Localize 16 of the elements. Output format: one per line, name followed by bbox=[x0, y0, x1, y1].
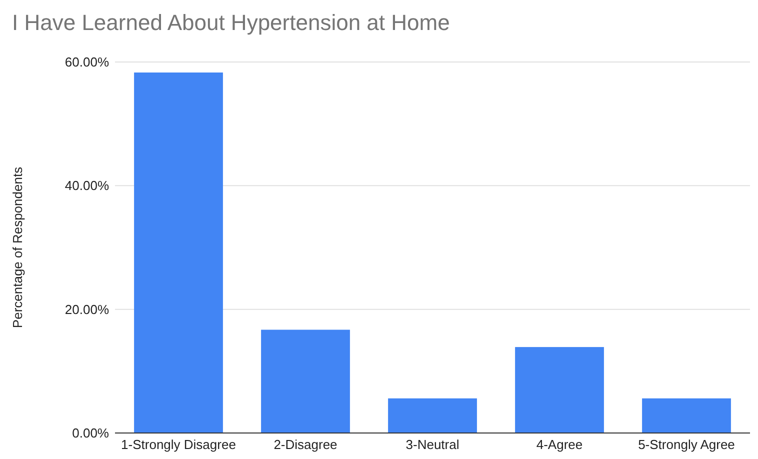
bar bbox=[642, 398, 731, 433]
bar bbox=[261, 330, 350, 433]
x-tick-label: 3-Neutral bbox=[406, 437, 460, 452]
x-tick-label: 2-Disagree bbox=[274, 437, 338, 452]
chart-title: I Have Learned About Hypertension at Home bbox=[12, 10, 450, 35]
bar bbox=[515, 347, 604, 433]
x-tick-label: 5-Strongly Agree bbox=[638, 437, 735, 452]
bar bbox=[388, 398, 477, 433]
x-tick-label: 1-Strongly Disagree bbox=[121, 437, 236, 452]
y-tick-label: 20.00% bbox=[64, 302, 110, 317]
bar bbox=[134, 72, 223, 433]
y-tick-label: 60.00% bbox=[64, 54, 110, 70]
y-tick-label: 0.00% bbox=[72, 426, 110, 441]
y-axis-title: Percentage of Respondents bbox=[10, 166, 25, 328]
y-tick-label: 40.00% bbox=[64, 178, 110, 194]
x-tick-label: 4-Agree bbox=[536, 437, 583, 452]
